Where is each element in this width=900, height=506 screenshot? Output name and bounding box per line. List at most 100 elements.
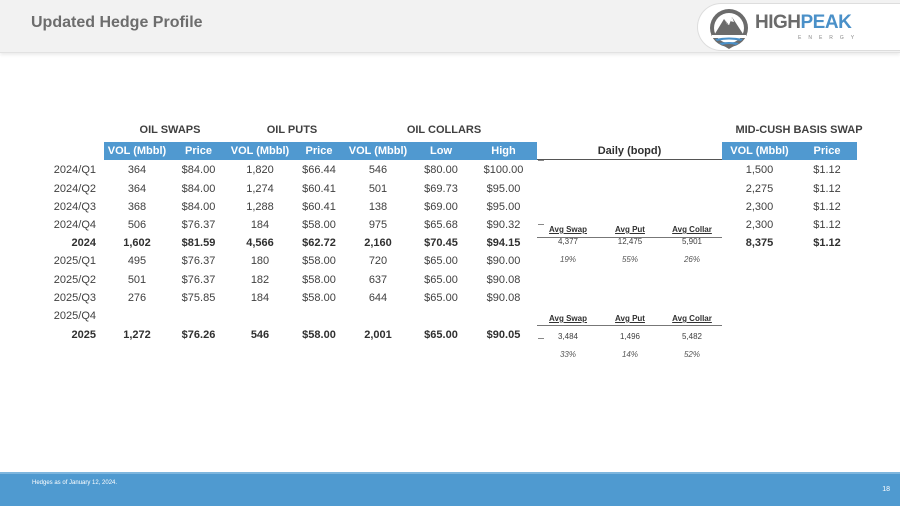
cell-collar-low: $65.68: [424, 219, 458, 231]
cell-basis-price: [797, 271, 857, 289]
cell-basis-vol: [722, 271, 797, 289]
col-daily-bopd: Daily (bopd): [537, 142, 722, 160]
cell-collar-vol: [344, 307, 412, 325]
cell-swap-vol: [104, 307, 170, 325]
cell-collar-vol: 2,001: [364, 329, 392, 341]
daily-2024-avg-swap-header: Avg Swap: [549, 225, 587, 234]
cell-collar-vol: 637: [368, 274, 388, 286]
cell-basis-price: [797, 326, 857, 344]
cell-collar-low: $69.73: [424, 183, 458, 195]
cell-put-vol: 182: [250, 274, 270, 286]
row-label: 2025/Q4: [53, 310, 96, 322]
cell-put-vol: 546: [250, 329, 270, 341]
row-label: 2024/Q1: [53, 164, 96, 176]
row-label: 2025/Q1: [53, 255, 96, 267]
cell-swap-price: $76.37: [181, 219, 216, 231]
cell-put-vol: [226, 307, 294, 325]
cell-put-price: $58.00: [302, 292, 336, 304]
daily-2024-avg-collar-header: Avg Collar: [672, 225, 712, 234]
cell-swap-price: $81.59: [181, 237, 216, 249]
cell-basis-price: $1.12: [813, 219, 841, 231]
cell-basis-vol: [722, 252, 797, 270]
daily-2024-avg-put: 12,475: [617, 237, 643, 246]
col-put-vol: VOL (Mbbl): [230, 145, 290, 157]
cell-basis-price: $1.12: [813, 201, 841, 213]
cell-swap-vol: 364: [127, 164, 147, 176]
cell-collar-high: $95.00: [486, 201, 521, 213]
daily-2024-collar-pct: 26%: [683, 255, 700, 264]
cell-put-price: $66.44: [302, 164, 336, 176]
group-basis-swap: MID-CUSH BASIS SWAP: [735, 124, 863, 136]
cell-collar-high: [470, 307, 537, 325]
cell-swap-price: $75.85: [181, 292, 216, 304]
cell-collar-vol: 546: [368, 164, 388, 176]
daily-2025-put-pct: 14%: [621, 350, 638, 359]
cell-swap-vol: 276: [127, 292, 147, 304]
col-swap-price: Price: [185, 145, 212, 157]
cell-collar-vol: 975: [368, 219, 388, 231]
row-label: 2025/Q3: [53, 292, 96, 304]
cell-put-price: $60.41: [302, 183, 336, 195]
cell-collar-high: $90.05: [486, 329, 521, 341]
cell-collar-low: $65.00: [424, 274, 458, 286]
cell-collar-high: $90.08: [486, 292, 521, 304]
cell-basis-price: [797, 289, 857, 307]
group-oil-puts: OIL PUTS: [266, 124, 318, 136]
border-tick: [538, 160, 544, 161]
border-tick: [538, 338, 544, 339]
cell-put-price: $62.72: [302, 237, 336, 249]
cell-swap-price: $84.00: [181, 201, 216, 213]
cell-collar-low: $65.00: [424, 292, 458, 304]
cell-basis-price: $1.12: [813, 237, 841, 249]
cell-basis-vol: 8,375: [745, 237, 774, 249]
cell-swap-price: $76.26: [181, 329, 216, 341]
basis-header-bar: [722, 142, 857, 160]
cell-put-price: $58.00: [302, 255, 336, 267]
cell-collar-low: $80.00: [424, 164, 458, 176]
daily-2025-collar-pct: 52%: [683, 350, 700, 359]
daily-2024-avg-swap: 4,377: [557, 237, 579, 246]
company-logo: HIGHPEAK ENERGY: [697, 3, 900, 51]
cell-collar-high: $90.00: [486, 255, 521, 267]
cell-put-price: $58.00: [302, 274, 336, 286]
logo-wordmark: HIGHPEAK: [755, 12, 852, 33]
daily-2024-swap-pct: 19%: [559, 255, 576, 264]
cell-swap-vol: 364: [127, 183, 147, 195]
cell-swap-vol: 495: [127, 255, 147, 267]
row-label: 2024/Q3: [53, 201, 96, 213]
cell-basis-vol: 2,300: [745, 219, 774, 231]
cell-swap-vol: 368: [127, 201, 147, 213]
cell-put-price: $58.00: [302, 329, 336, 341]
cell-collar-high: $94.15: [486, 237, 521, 249]
cell-swap-price: [170, 307, 227, 325]
cell-put-vol: 184: [250, 292, 270, 304]
cell-swap-price: $84.00: [181, 183, 216, 195]
cell-swap-price: $76.37: [181, 255, 216, 267]
page-number: 18: [882, 486, 890, 493]
cell-basis-vol: [722, 289, 797, 307]
cell-swap-price: $84.00: [181, 164, 216, 176]
cell-collar-vol: 501: [368, 183, 388, 195]
cell-collar-vol: 2,160: [364, 237, 392, 249]
cell-collar-vol: 644: [368, 292, 388, 304]
cell-put-price: $60.41: [302, 201, 336, 213]
cell-basis-price: $1.12: [813, 183, 841, 195]
row-label: 2025/Q2: [53, 274, 96, 286]
cell-collar-high: $100.00: [483, 164, 524, 176]
col-basis-price: Price: [813, 145, 841, 157]
cell-basis-vol: [722, 307, 797, 325]
daily-2024-divider: [537, 237, 722, 238]
cell-put-vol: 184: [250, 219, 270, 231]
cell-collar-low: $69.00: [424, 201, 458, 213]
cell-collar-low: [412, 307, 470, 325]
cell-put-vol: 1,274: [246, 183, 274, 195]
daily-2024-avg-put-header: Avg Put: [615, 225, 645, 234]
cell-collar-high: $95.00: [486, 183, 521, 195]
row-label: 2025: [71, 329, 96, 341]
row-label: 2024: [71, 237, 96, 249]
cell-basis-price: [797, 307, 857, 325]
group-oil-collars: OIL COLLARS: [406, 124, 482, 136]
cell-swap-vol: 506: [127, 219, 147, 231]
col-collar-vol: VOL (Mbbl): [348, 145, 408, 157]
table-header-bar: [104, 142, 537, 160]
